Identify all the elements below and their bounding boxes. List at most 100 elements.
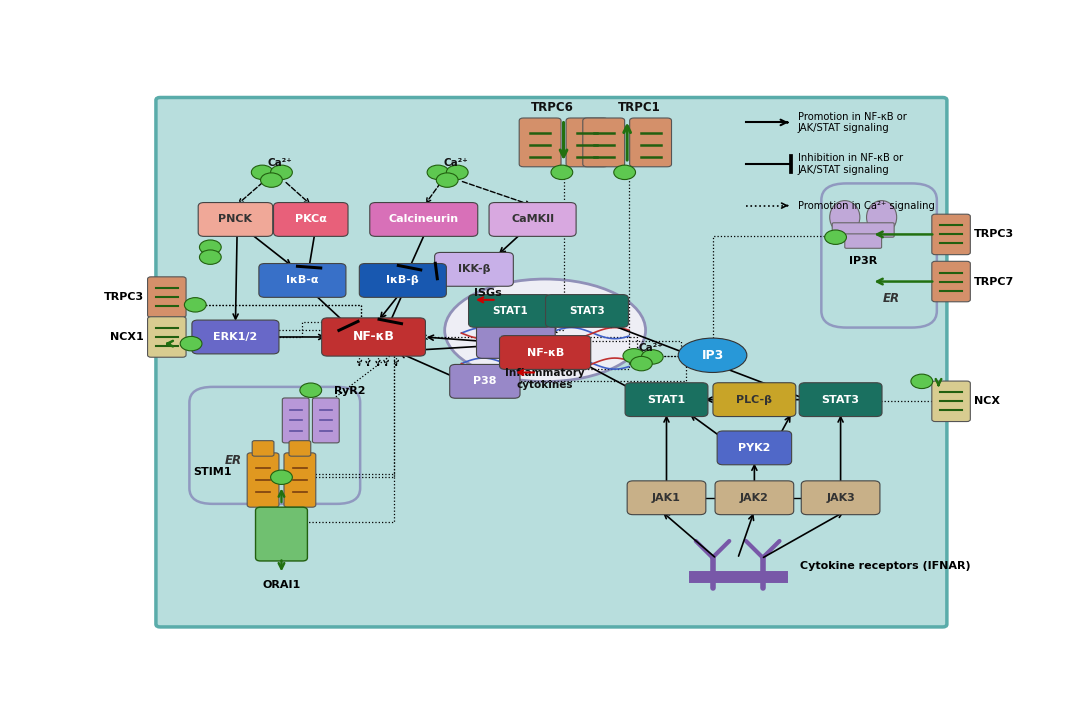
Text: Ca²⁺: Ca²⁺ bbox=[268, 158, 293, 168]
FancyBboxPatch shape bbox=[932, 214, 970, 255]
Text: STAT1: STAT1 bbox=[647, 395, 686, 405]
Text: Calcineurin: Calcineurin bbox=[389, 215, 459, 225]
Text: PI3-K: PI3-K bbox=[499, 336, 532, 346]
Text: Cytokine receptors (IFNAR): Cytokine receptors (IFNAR) bbox=[800, 561, 971, 571]
Text: JAK1: JAK1 bbox=[652, 492, 680, 503]
FancyBboxPatch shape bbox=[500, 336, 591, 369]
FancyBboxPatch shape bbox=[273, 202, 348, 236]
FancyBboxPatch shape bbox=[717, 431, 792, 465]
Text: CaMKII: CaMKII bbox=[511, 215, 554, 225]
Circle shape bbox=[446, 165, 468, 179]
Circle shape bbox=[271, 165, 293, 179]
FancyBboxPatch shape bbox=[519, 118, 561, 167]
Text: NF-κB: NF-κB bbox=[352, 330, 394, 343]
FancyBboxPatch shape bbox=[625, 383, 707, 417]
FancyBboxPatch shape bbox=[199, 202, 272, 236]
FancyBboxPatch shape bbox=[148, 317, 186, 357]
Text: IκB-β: IκB-β bbox=[387, 276, 419, 285]
Text: IP3R: IP3R bbox=[849, 256, 877, 266]
FancyBboxPatch shape bbox=[845, 234, 881, 248]
Circle shape bbox=[910, 374, 933, 389]
FancyBboxPatch shape bbox=[715, 481, 794, 515]
Text: STAT1: STAT1 bbox=[492, 306, 528, 316]
FancyBboxPatch shape bbox=[476, 325, 555, 359]
FancyBboxPatch shape bbox=[545, 294, 629, 328]
FancyBboxPatch shape bbox=[713, 383, 796, 417]
Circle shape bbox=[613, 165, 635, 179]
Text: IKK-β: IKK-β bbox=[458, 264, 490, 274]
Circle shape bbox=[260, 173, 282, 187]
Ellipse shape bbox=[445, 279, 646, 382]
Ellipse shape bbox=[829, 201, 860, 234]
Text: Ca²⁺: Ca²⁺ bbox=[443, 158, 468, 168]
FancyBboxPatch shape bbox=[932, 381, 970, 421]
Circle shape bbox=[436, 173, 458, 187]
Text: NCX1: NCX1 bbox=[110, 332, 145, 342]
Text: TRPC6: TRPC6 bbox=[530, 101, 573, 114]
FancyBboxPatch shape bbox=[434, 253, 513, 287]
Text: JAK3: JAK3 bbox=[826, 492, 855, 503]
FancyBboxPatch shape bbox=[583, 118, 624, 167]
Text: Inhibition in NF-κB or
JAK/STAT signaling: Inhibition in NF-κB or JAK/STAT signalin… bbox=[798, 153, 903, 175]
Text: PKCα: PKCα bbox=[295, 215, 327, 225]
Circle shape bbox=[180, 336, 202, 351]
Text: ERK1/2: ERK1/2 bbox=[214, 332, 257, 342]
Text: TRPC1: TRPC1 bbox=[618, 101, 660, 114]
Circle shape bbox=[185, 297, 206, 312]
Text: NCX: NCX bbox=[974, 396, 1000, 406]
Text: TRPC3: TRPC3 bbox=[974, 230, 1014, 240]
Text: PYK2: PYK2 bbox=[739, 443, 770, 453]
Text: PNCK: PNCK bbox=[218, 215, 253, 225]
Text: TRPC7: TRPC7 bbox=[974, 276, 1014, 287]
Circle shape bbox=[551, 165, 572, 179]
FancyBboxPatch shape bbox=[156, 97, 947, 627]
FancyBboxPatch shape bbox=[799, 383, 882, 417]
FancyBboxPatch shape bbox=[360, 264, 446, 297]
FancyBboxPatch shape bbox=[192, 320, 279, 354]
Circle shape bbox=[200, 250, 221, 264]
Text: STAT3: STAT3 bbox=[569, 306, 605, 316]
Ellipse shape bbox=[678, 338, 747, 372]
Circle shape bbox=[631, 356, 652, 371]
Text: Inflammatory
cytokines: Inflammatory cytokines bbox=[505, 369, 585, 390]
Circle shape bbox=[300, 383, 322, 397]
FancyBboxPatch shape bbox=[627, 481, 706, 515]
Text: TRPC3: TRPC3 bbox=[104, 292, 145, 302]
FancyBboxPatch shape bbox=[489, 202, 576, 236]
Text: JAK2: JAK2 bbox=[740, 492, 769, 503]
FancyBboxPatch shape bbox=[253, 441, 274, 456]
FancyBboxPatch shape bbox=[259, 264, 346, 297]
FancyBboxPatch shape bbox=[469, 294, 552, 328]
Text: RyR2: RyR2 bbox=[334, 387, 366, 396]
Circle shape bbox=[271, 470, 293, 485]
Text: STIM1: STIM1 bbox=[192, 467, 231, 477]
FancyBboxPatch shape bbox=[312, 398, 339, 443]
Circle shape bbox=[252, 165, 273, 179]
Text: NF-κB: NF-κB bbox=[527, 348, 564, 358]
FancyBboxPatch shape bbox=[449, 364, 521, 398]
Circle shape bbox=[825, 230, 847, 244]
Text: ER: ER bbox=[225, 454, 242, 467]
Text: Promotion in NF-κB or
JAK/STAT signaling: Promotion in NF-κB or JAK/STAT signaling bbox=[798, 112, 907, 133]
Circle shape bbox=[200, 240, 221, 254]
FancyBboxPatch shape bbox=[289, 441, 311, 456]
Text: ER: ER bbox=[883, 292, 900, 305]
Circle shape bbox=[623, 348, 645, 363]
FancyBboxPatch shape bbox=[630, 118, 672, 167]
Text: P38: P38 bbox=[473, 377, 497, 387]
Circle shape bbox=[642, 350, 663, 364]
Text: Ca²⁺: Ca²⁺ bbox=[638, 343, 663, 353]
Text: IP3: IP3 bbox=[701, 348, 724, 361]
FancyBboxPatch shape bbox=[566, 118, 608, 167]
Circle shape bbox=[427, 165, 449, 179]
FancyBboxPatch shape bbox=[148, 276, 186, 318]
FancyBboxPatch shape bbox=[932, 261, 970, 302]
Text: STAT3: STAT3 bbox=[822, 395, 860, 405]
FancyBboxPatch shape bbox=[282, 398, 309, 443]
FancyBboxPatch shape bbox=[256, 507, 308, 561]
FancyBboxPatch shape bbox=[284, 453, 315, 507]
FancyBboxPatch shape bbox=[833, 222, 894, 237]
Text: ORAI1: ORAI1 bbox=[262, 580, 300, 590]
FancyBboxPatch shape bbox=[247, 453, 279, 507]
Text: ISGs: ISGs bbox=[474, 287, 502, 297]
